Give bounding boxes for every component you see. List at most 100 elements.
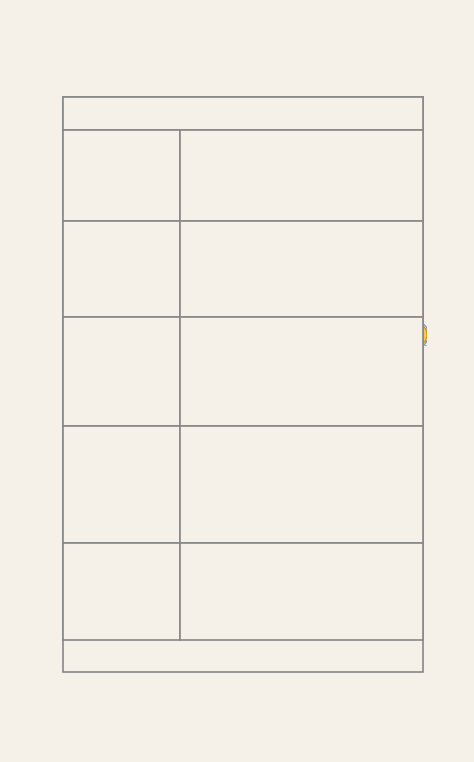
Ellipse shape	[319, 223, 327, 233]
Ellipse shape	[306, 278, 313, 288]
Ellipse shape	[347, 238, 355, 249]
Ellipse shape	[303, 248, 311, 255]
Ellipse shape	[296, 223, 304, 232]
Ellipse shape	[338, 230, 346, 242]
Ellipse shape	[325, 225, 332, 235]
Ellipse shape	[317, 305, 325, 315]
Ellipse shape	[323, 304, 331, 313]
Ellipse shape	[253, 258, 259, 270]
Ellipse shape	[268, 232, 275, 244]
Ellipse shape	[285, 225, 293, 235]
Bar	[63, 317, 181, 426]
Ellipse shape	[293, 272, 301, 282]
Ellipse shape	[241, 392, 257, 412]
Ellipse shape	[308, 306, 316, 315]
Ellipse shape	[333, 299, 341, 310]
Ellipse shape	[355, 398, 370, 418]
Ellipse shape	[283, 244, 291, 255]
Text: DNA wrapped
around histone: DNA wrapped around histone	[68, 255, 169, 283]
Ellipse shape	[403, 329, 419, 349]
Ellipse shape	[301, 580, 314, 596]
Ellipse shape	[253, 271, 259, 283]
Ellipse shape	[267, 234, 274, 245]
Ellipse shape	[355, 277, 362, 290]
Ellipse shape	[341, 232, 348, 243]
Ellipse shape	[258, 243, 264, 255]
Ellipse shape	[254, 274, 260, 287]
Ellipse shape	[358, 257, 364, 269]
Ellipse shape	[280, 301, 288, 312]
Ellipse shape	[289, 261, 297, 271]
Ellipse shape	[335, 299, 342, 309]
Ellipse shape	[342, 233, 349, 245]
Bar	[356, 549, 366, 556]
Ellipse shape	[350, 286, 356, 298]
Bar	[181, 317, 423, 426]
Ellipse shape	[305, 242, 312, 250]
Bar	[181, 426, 423, 543]
Ellipse shape	[315, 249, 335, 277]
Ellipse shape	[256, 246, 263, 258]
Ellipse shape	[304, 306, 312, 316]
Ellipse shape	[335, 229, 342, 239]
Ellipse shape	[306, 325, 321, 344]
Ellipse shape	[257, 396, 273, 416]
Polygon shape	[295, 424, 314, 485]
Polygon shape	[184, 133, 421, 217]
Ellipse shape	[411, 325, 427, 344]
Ellipse shape	[313, 223, 321, 232]
Ellipse shape	[279, 300, 286, 311]
Ellipse shape	[302, 306, 310, 315]
Ellipse shape	[295, 272, 301, 278]
Bar	[63, 98, 423, 130]
Ellipse shape	[304, 283, 311, 293]
Ellipse shape	[337, 229, 344, 240]
Ellipse shape	[310, 306, 318, 315]
Ellipse shape	[330, 301, 337, 311]
Ellipse shape	[253, 269, 259, 282]
Ellipse shape	[313, 306, 321, 315]
Ellipse shape	[271, 231, 278, 242]
Ellipse shape	[298, 306, 306, 315]
Ellipse shape	[315, 223, 323, 232]
Ellipse shape	[260, 241, 266, 253]
Ellipse shape	[315, 259, 321, 265]
Ellipse shape	[318, 238, 324, 243]
Ellipse shape	[317, 223, 325, 232]
Ellipse shape	[347, 289, 355, 300]
Ellipse shape	[349, 287, 356, 299]
Polygon shape	[374, 483, 393, 544]
Bar	[181, 130, 423, 220]
Ellipse shape	[290, 338, 305, 358]
Ellipse shape	[355, 248, 362, 261]
Ellipse shape	[282, 354, 297, 374]
Ellipse shape	[260, 285, 266, 297]
Ellipse shape	[330, 226, 337, 237]
Ellipse shape	[308, 222, 316, 232]
Ellipse shape	[282, 302, 290, 312]
Ellipse shape	[289, 224, 297, 233]
Polygon shape	[348, 424, 366, 485]
Ellipse shape	[306, 306, 314, 316]
Ellipse shape	[285, 303, 293, 313]
Ellipse shape	[317, 244, 325, 253]
Ellipse shape	[325, 303, 332, 313]
Ellipse shape	[262, 239, 269, 250]
Ellipse shape	[302, 222, 310, 232]
Ellipse shape	[339, 296, 347, 306]
Ellipse shape	[252, 263, 258, 276]
Ellipse shape	[353, 244, 359, 256]
Ellipse shape	[255, 250, 261, 263]
Ellipse shape	[254, 272, 260, 285]
Ellipse shape	[268, 294, 275, 305]
Bar	[181, 220, 423, 317]
Ellipse shape	[349, 239, 356, 251]
Bar	[63, 220, 181, 317]
Ellipse shape	[261, 239, 268, 251]
Ellipse shape	[259, 284, 265, 296]
Ellipse shape	[321, 224, 329, 234]
Ellipse shape	[395, 341, 411, 360]
Ellipse shape	[264, 236, 271, 248]
Text: Nucleosomes
coiled into a
chromatin
fiber: Nucleosomes coiled into a chromatin fibe…	[68, 343, 156, 401]
Ellipse shape	[253, 256, 259, 268]
